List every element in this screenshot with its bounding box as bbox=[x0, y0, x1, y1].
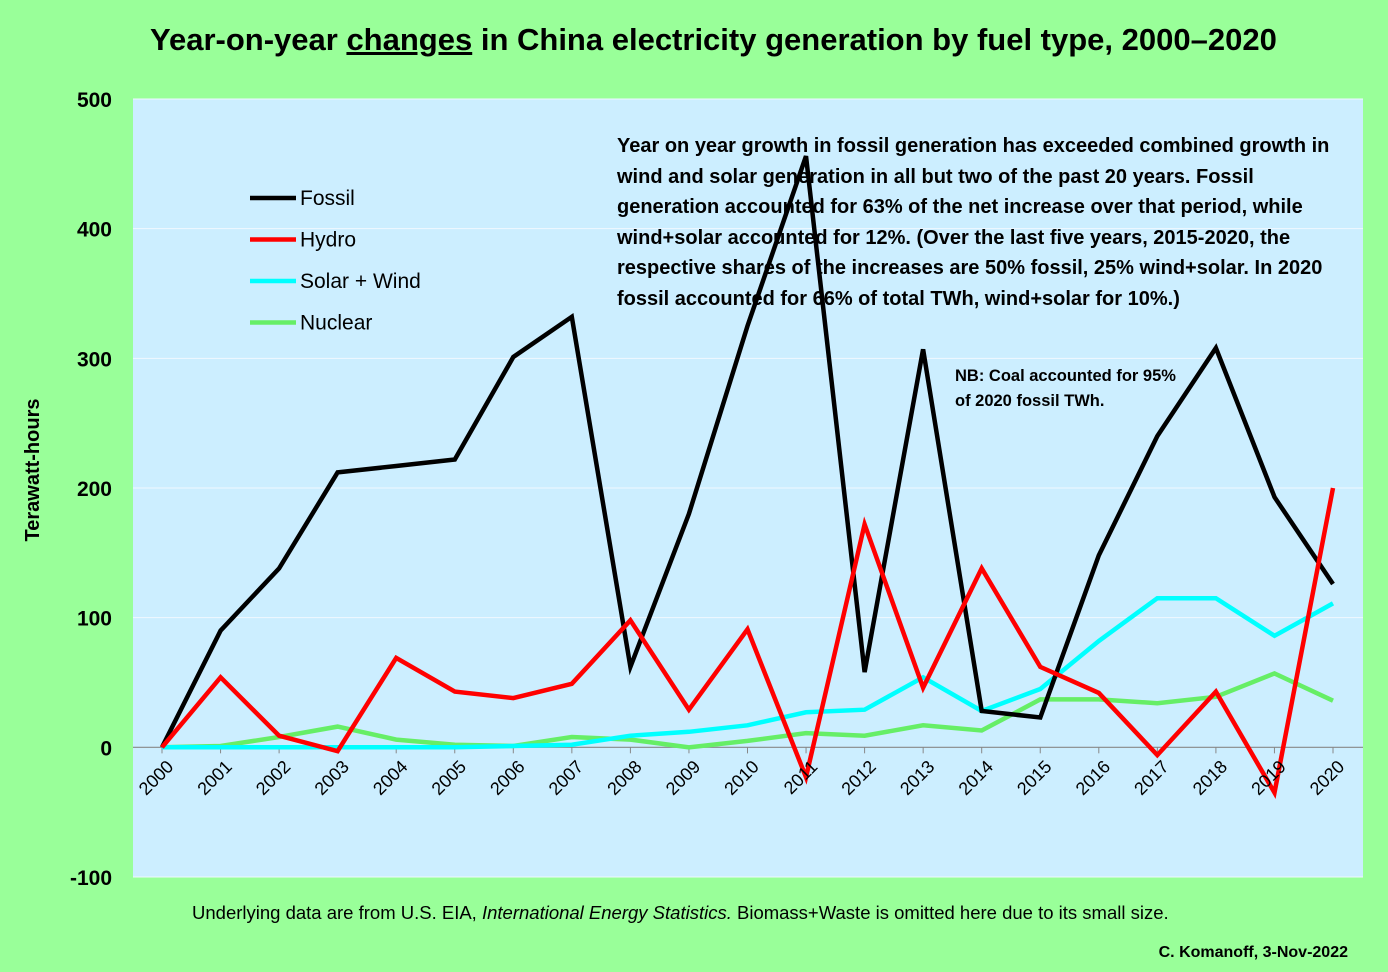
annotation-nb: NB: Coal accounted for 95% of 2020 fossi… bbox=[955, 367, 1176, 410]
chart-title: Year-on-year changes in China electricit… bbox=[150, 22, 1277, 58]
y-axis-title: Terawatt-hours bbox=[22, 399, 44, 542]
series-line-solar-wind bbox=[162, 595, 1335, 750]
title-pre: Year-on-year bbox=[150, 22, 347, 57]
y-tick-label: -100 bbox=[70, 867, 112, 890]
title-post: in China electricity generation by fuel … bbox=[472, 22, 1277, 57]
y-tick-label: 300 bbox=[77, 348, 112, 371]
annotation-main: Year on year growth in fossil generation… bbox=[617, 135, 1330, 310]
y-tick-label: 0 bbox=[100, 737, 112, 760]
y-tick-label: 100 bbox=[77, 608, 112, 631]
footnote-pre: Underlying data are from U.S. EIA, bbox=[192, 902, 482, 923]
legend-label: Hydro bbox=[300, 229, 356, 252]
footnote-italic: International Energy Statistics. bbox=[481, 902, 732, 923]
legend-label: Fossil bbox=[300, 187, 355, 210]
footnote-post: Biomass+Waste is omitted here due to its… bbox=[731, 902, 1169, 923]
y-tick-label: 200 bbox=[77, 478, 112, 501]
series-line-hydro bbox=[160, 487, 1336, 800]
y-tick-label: 500 bbox=[77, 89, 112, 112]
footnote: Underlying data are from U.S. EIA, Inter… bbox=[192, 902, 1169, 924]
series-line-nuclear bbox=[161, 670, 1334, 750]
legend-label: Solar + Wind bbox=[300, 270, 421, 293]
title-underlined: changes bbox=[346, 22, 473, 57]
credit: C. Komanoff, 3-Nov-2022 bbox=[1158, 944, 1348, 961]
y-tick-label: 400 bbox=[77, 219, 112, 242]
series-line-fossil bbox=[159, 155, 1335, 749]
legend-label: Nuclear bbox=[300, 312, 372, 335]
